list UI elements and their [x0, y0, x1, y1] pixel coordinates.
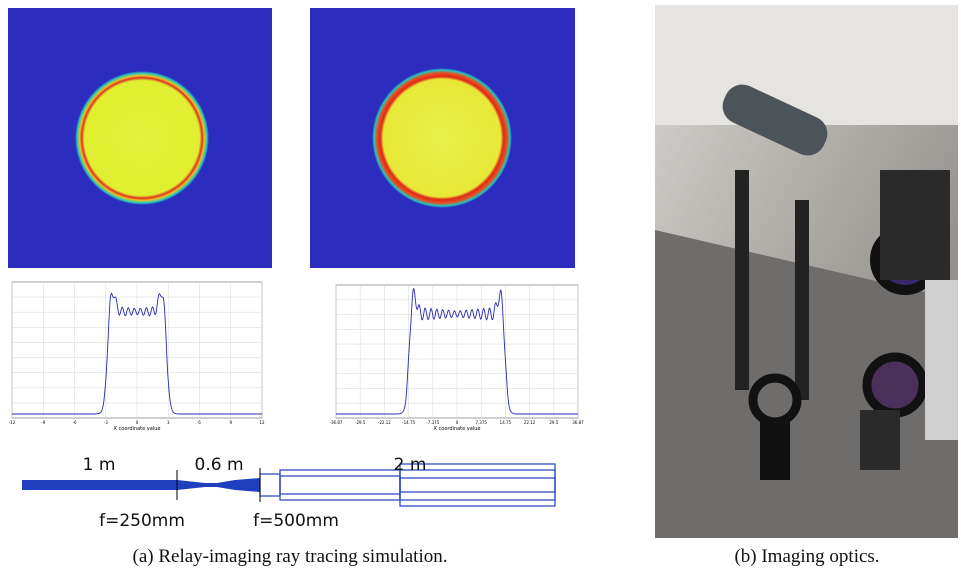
x-tick-label: 29.5: [549, 420, 558, 425]
x-tick-label: -14.75: [402, 420, 415, 425]
x-tick-label: 3: [167, 420, 170, 425]
caption: (a) Relay-imaging ray tracing simulation…: [132, 546, 448, 567]
x-tick-label: 6: [198, 420, 201, 425]
beam-label: f=250mm: [99, 511, 185, 531]
x-tick-label: 36.87: [572, 420, 584, 425]
x-tick-label: 9: [229, 420, 232, 425]
profile-plot: -12 -9 -6 -3 0 3 6 9 12 X coordinate value: [9, 281, 265, 432]
beam-label: 0.6 m: [195, 455, 244, 475]
x-tick-label: -36.87: [330, 420, 343, 425]
x-axis-label: X coordinate value: [434, 426, 481, 432]
x-tick-label: -9: [41, 420, 45, 425]
beam-label: f=500mm: [253, 511, 339, 531]
profile-curve: [12, 292, 262, 415]
profile-plot: -36.87 -29.5 -22.12 -14.75 -7.375 0 7.375 14.75…: [330, 284, 584, 432]
x-tick-label: -12: [9, 420, 16, 425]
x-tick-label: 0: [136, 420, 139, 425]
caption: (b) Imaging optics.: [734, 546, 880, 567]
profile-curve: [336, 288, 578, 415]
beam-spot: [75, 71, 209, 205]
x-tick-label: 22.12: [524, 420, 536, 425]
x-tick-label: -22.12: [378, 420, 391, 425]
x-tick-label: -3: [104, 420, 108, 425]
beam-label: 2 m: [394, 455, 427, 475]
beam-diagram: [22, 463, 556, 507]
x-tick-label: 7.375: [475, 420, 487, 425]
x-tick-label: 14.75: [500, 420, 512, 425]
x-tick-label: 0: [456, 420, 459, 425]
figure-graphics: -12 -9 -6 -3 0 3 6 9 12 X coordinate value -36.87…: [8, 5, 958, 538]
beam-label: 1 m: [83, 455, 116, 475]
x-tick-label: -29.5: [355, 420, 366, 425]
photo: [655, 5, 958, 538]
beam-spot: [372, 68, 512, 208]
x-tick-label: 12: [259, 420, 265, 425]
x-tick-label: -7.375: [426, 420, 439, 425]
x-tick-label: -6: [73, 420, 77, 425]
x-axis-label: X coordinate value: [114, 426, 161, 432]
